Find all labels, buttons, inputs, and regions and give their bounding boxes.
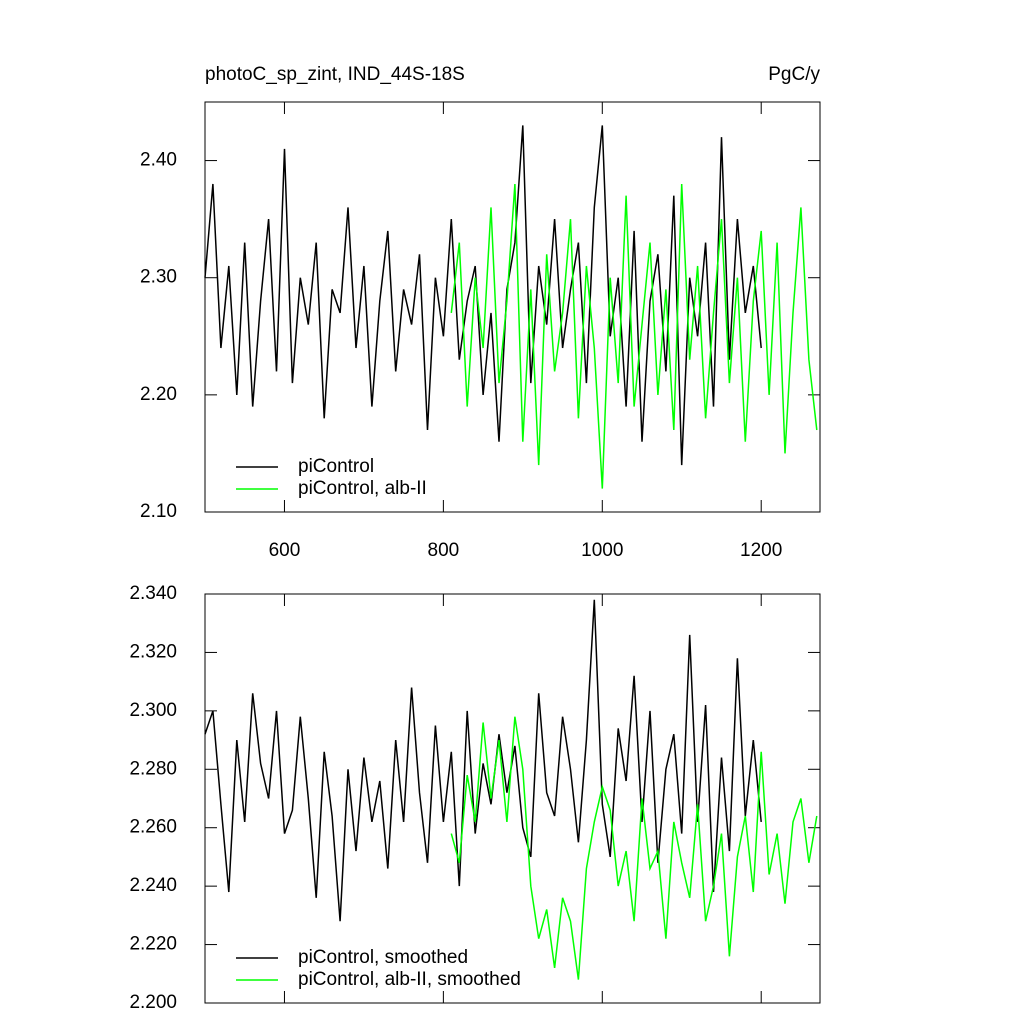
series-line [204, 125, 762, 466]
x-tick-label: 600 [269, 540, 301, 561]
y-tick-label: 2.280 [129, 758, 177, 779]
legend-label: piControl, smoothed [298, 947, 468, 968]
chart-title: photoC_sp_zint, IND_44S-18S [205, 64, 465, 85]
y-tick-label: 2.340 [129, 583, 177, 604]
units-label: PgC/y [768, 64, 820, 85]
legend-label: piControl, alb-II, smoothed [298, 969, 521, 990]
y-tick-label: 2.200 [129, 992, 177, 1013]
y-tick-label: 2.20 [140, 384, 177, 405]
y-tick-label: 2.260 [129, 817, 177, 838]
y-tick-label: 2.220 [129, 934, 177, 955]
legend-label: piControl, alb-II [298, 478, 427, 499]
x-tick-label: 800 [428, 540, 460, 561]
x-tick-label: 1000 [581, 540, 623, 561]
y-tick-label: 2.320 [129, 641, 177, 662]
y-tick-label: 2.300 [129, 700, 177, 721]
y-tick-label: 2.240 [129, 875, 177, 896]
series-line [204, 599, 762, 922]
plot-frame [204, 101, 821, 513]
legend-label: piControl [298, 456, 374, 477]
y-tick-label: 2.30 [140, 267, 177, 288]
series-line [450, 716, 818, 980]
plot-frame [204, 593, 821, 1004]
x-tick-label: 1200 [740, 540, 782, 561]
y-tick-label: 2.40 [140, 150, 177, 171]
y-tick-label: 2.10 [140, 501, 177, 522]
series-line [450, 183, 818, 489]
